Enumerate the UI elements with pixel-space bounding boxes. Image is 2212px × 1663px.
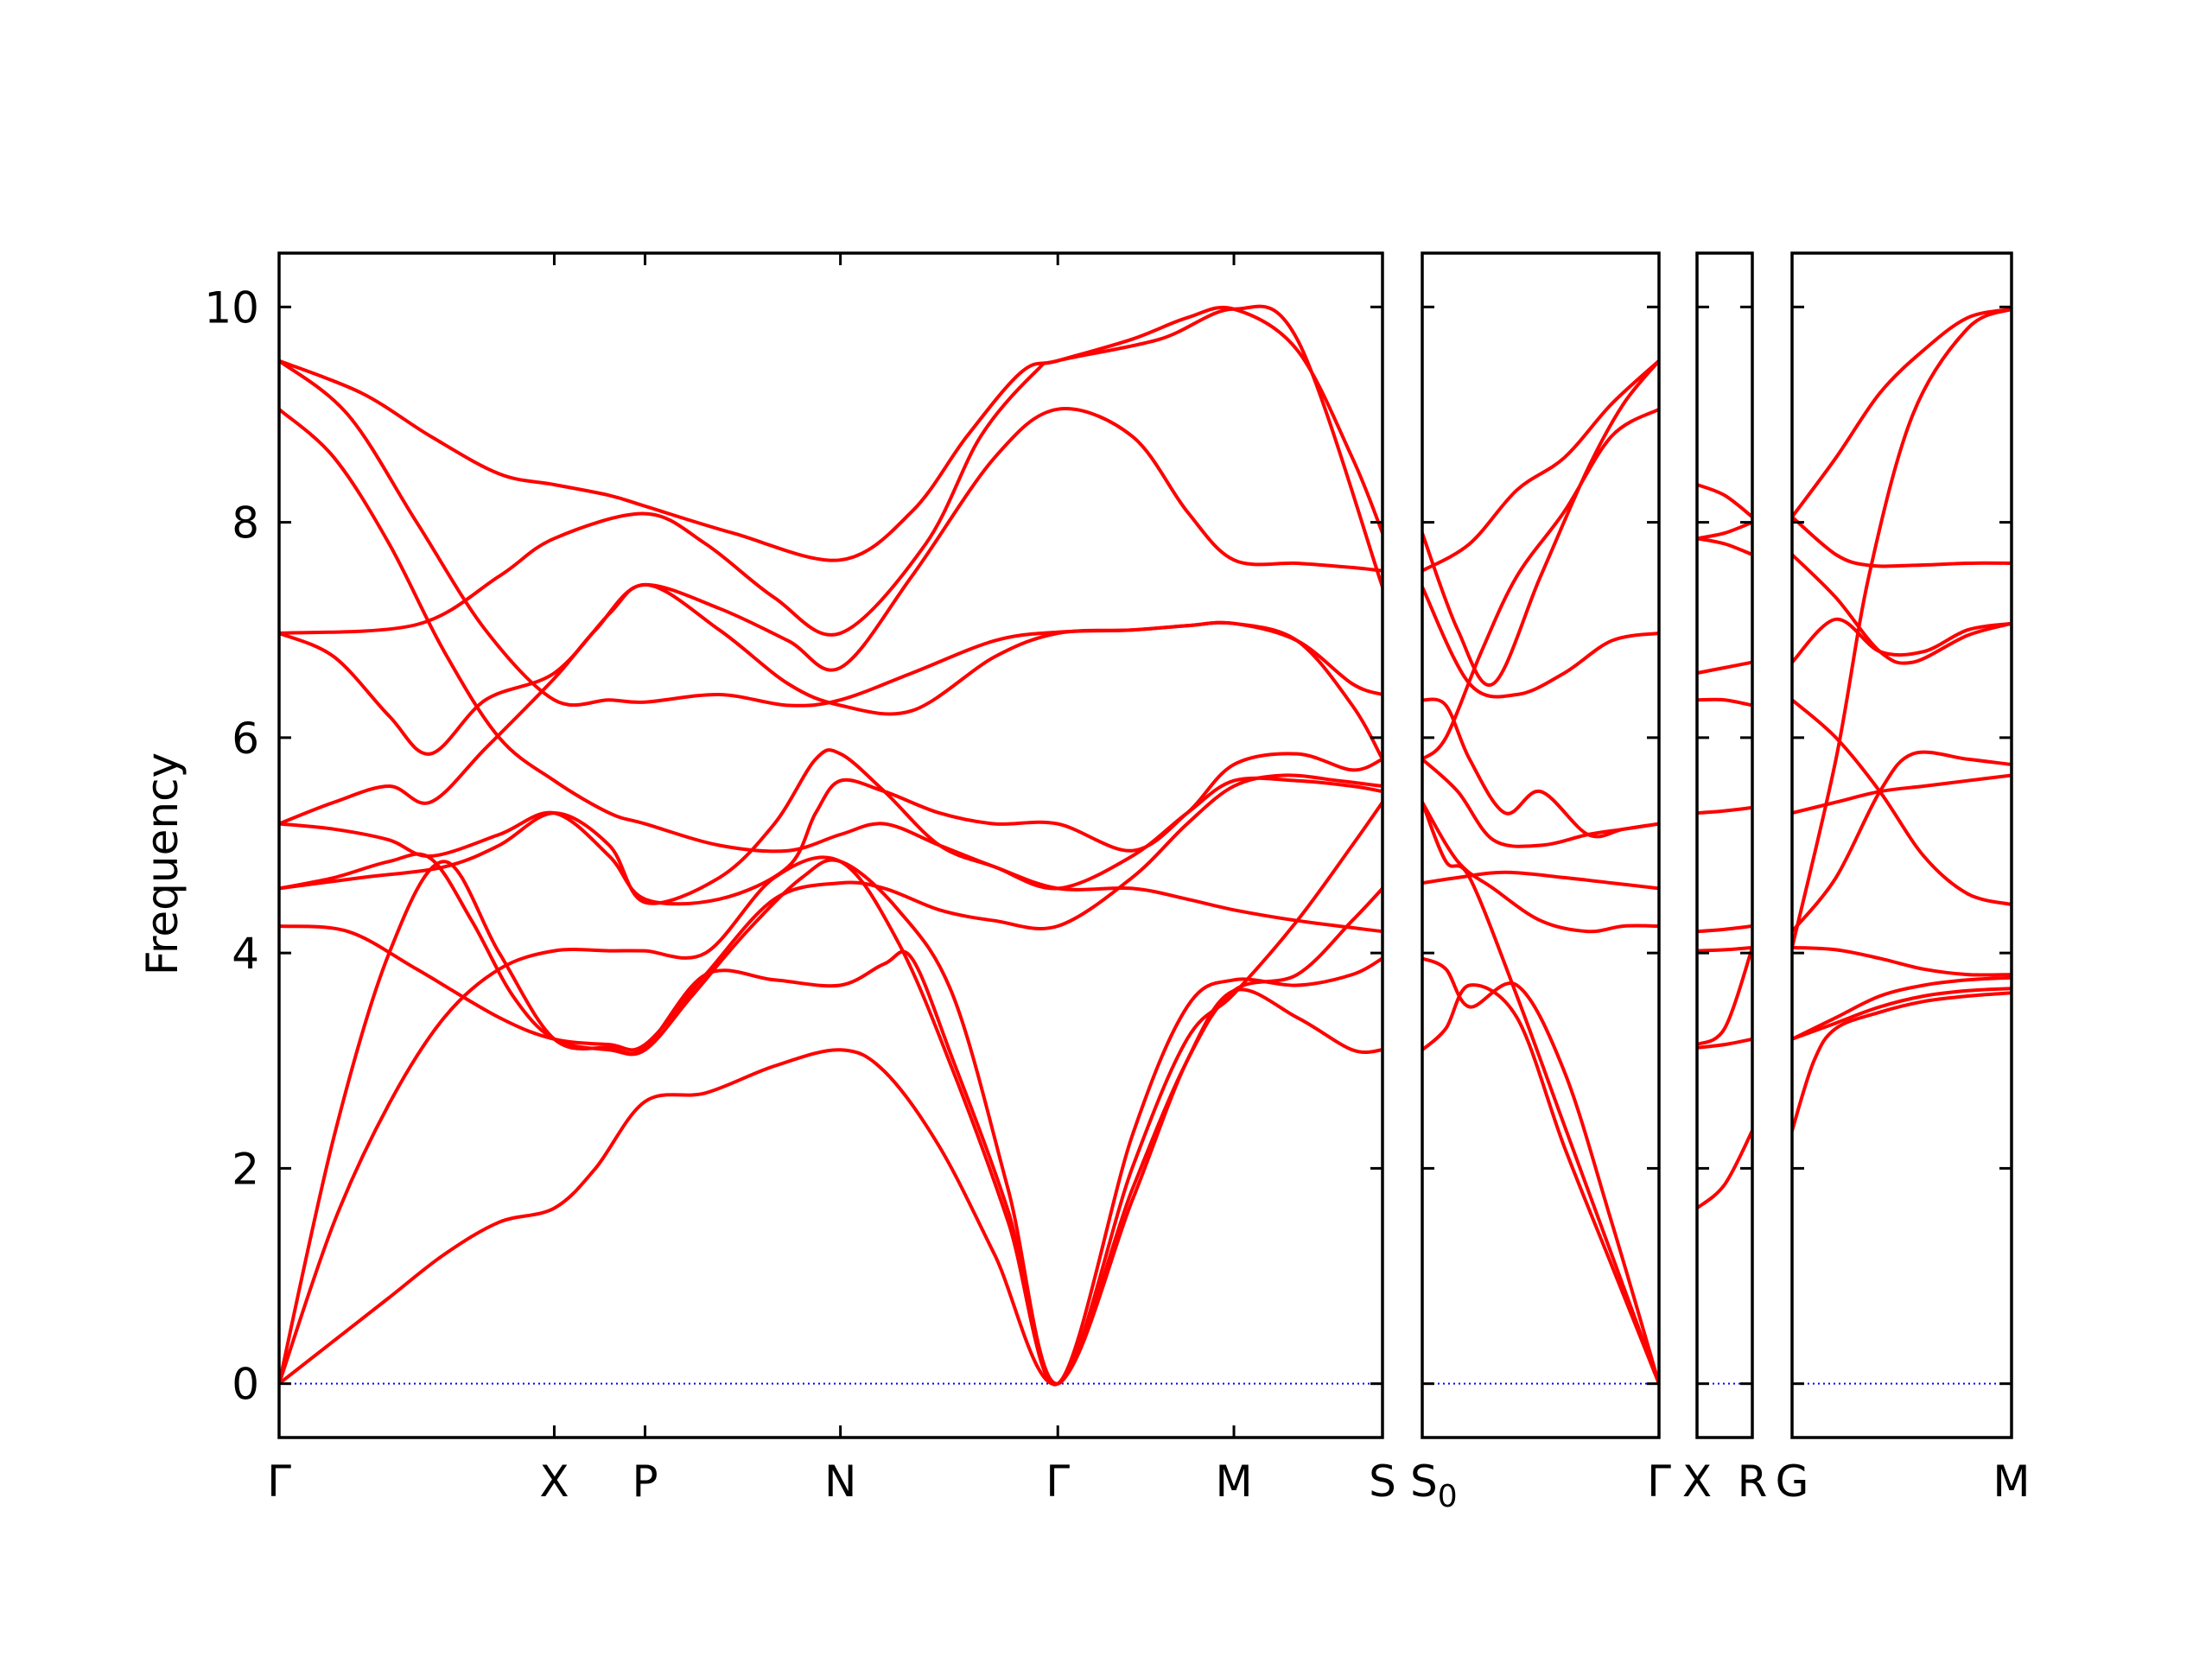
band-2	[1697, 520, 1752, 541]
band-2	[1792, 307, 2012, 949]
x-tick-label: S	[1369, 1457, 1396, 1507]
band-lines	[1792, 307, 2012, 1133]
x-tick-label: X	[1682, 1457, 1712, 1507]
band-10	[1422, 983, 1659, 1386]
band-1	[1697, 483, 1752, 519]
x-tick-label: R	[1738, 1457, 1768, 1507]
band-5	[1697, 697, 1752, 708]
band-lines	[1697, 483, 1752, 1210]
band-12	[1792, 991, 2012, 1133]
band-4	[1697, 660, 1752, 676]
band-3	[1697, 536, 1752, 556]
band-6	[279, 582, 1382, 826]
band-11	[1792, 987, 2012, 1041]
band-4	[1792, 553, 2012, 665]
band-10	[1697, 1037, 1752, 1050]
band-2	[1422, 359, 1659, 687]
band-lines	[279, 304, 1382, 1387]
band-3	[1422, 585, 1659, 699]
x-tick-label: N	[824, 1457, 856, 1507]
y-axis-title: Frequency	[137, 752, 188, 975]
x-tick-label: X	[539, 1457, 569, 1507]
y-tick-label: 2	[232, 1144, 259, 1194]
panel-frame	[1695, 251, 1754, 1439]
band-6	[1697, 805, 1752, 816]
band-11	[1697, 1128, 1752, 1210]
panel-frame	[1421, 251, 1661, 1439]
band-7	[1697, 924, 1752, 934]
band-10	[1792, 975, 2012, 1041]
band-3	[1792, 515, 2012, 568]
x-tick-label: M	[1215, 1457, 1252, 1507]
panel-frame	[277, 251, 1384, 1439]
band-9	[1792, 945, 2012, 977]
band-10	[279, 800, 1382, 1386]
band-9	[1697, 945, 1752, 1047]
panel-2: S0 Γ	[1410, 251, 1671, 1514]
band-7	[1422, 800, 1659, 934]
band-9	[1422, 956, 1659, 1386]
y-tick-label: 4	[232, 929, 259, 979]
band-13	[279, 987, 1382, 1387]
band-5	[1422, 697, 1659, 839]
band-5	[1792, 617, 2012, 664]
band-4	[1422, 407, 1659, 761]
band-11	[279, 860, 1382, 1387]
x-tick-label: P	[632, 1457, 658, 1507]
band-6	[1422, 757, 1659, 848]
band-8	[1422, 870, 1659, 891]
x-tick-label: Γ	[1647, 1457, 1671, 1507]
band-5	[279, 407, 1382, 756]
panel-frame	[1790, 251, 2013, 1439]
band-11	[1422, 800, 1659, 1386]
x-tick-label: S0	[1410, 1457, 1458, 1514]
band-8	[279, 748, 1382, 905]
x-tick-label: Γ	[267, 1457, 291, 1507]
y-tick-label: 6	[232, 714, 259, 764]
band-7	[1792, 773, 2012, 816]
band-7	[279, 752, 1382, 906]
band-1	[1792, 307, 2012, 519]
band-1	[1422, 359, 1659, 573]
y-tick-label: 8	[232, 498, 259, 549]
x-tick-label: M	[1993, 1457, 2030, 1507]
band-8	[1697, 945, 1752, 953]
band-1	[279, 305, 1382, 562]
band-3	[279, 407, 1382, 934]
x-tick-label: Γ	[1046, 1457, 1070, 1507]
band-12	[279, 855, 1382, 1386]
y-tick-label: 10	[204, 282, 259, 333]
band-9	[279, 773, 1382, 1052]
band-6	[1792, 698, 2012, 906]
band-lines	[1422, 359, 1659, 1386]
band-4	[279, 304, 1382, 637]
band-8	[1792, 750, 2012, 934]
x-tick-label: G	[1776, 1457, 1809, 1507]
y-tick-label: 0	[232, 1360, 259, 1410]
